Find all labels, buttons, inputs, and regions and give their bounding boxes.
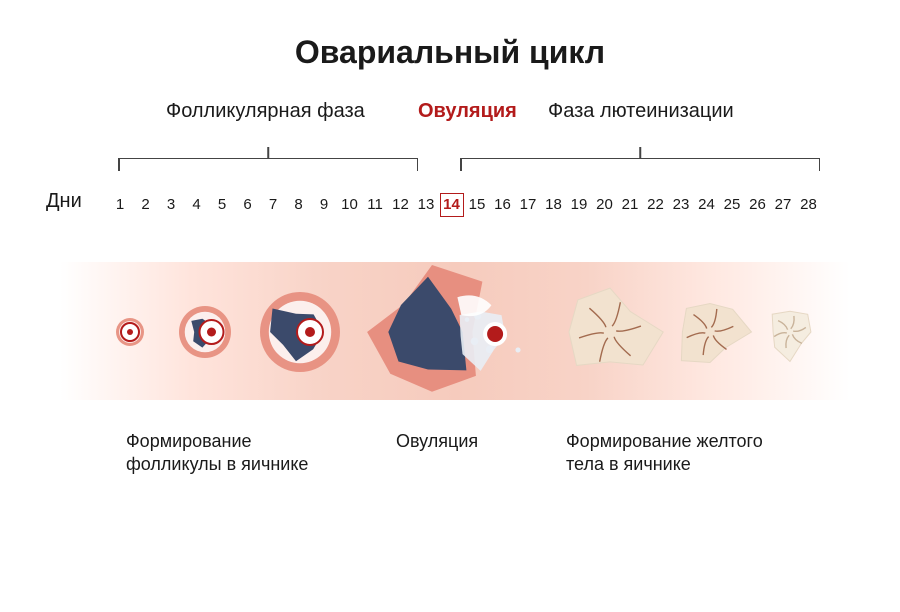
caption-ovulation: Овуляция xyxy=(396,430,478,453)
cells-illustration xyxy=(0,0,900,612)
caption-follicle-formation: Формированиефолликулы в яичнике xyxy=(126,430,308,477)
caption-corpus-luteum: Формирование желтоготела в яичнике xyxy=(566,430,763,477)
